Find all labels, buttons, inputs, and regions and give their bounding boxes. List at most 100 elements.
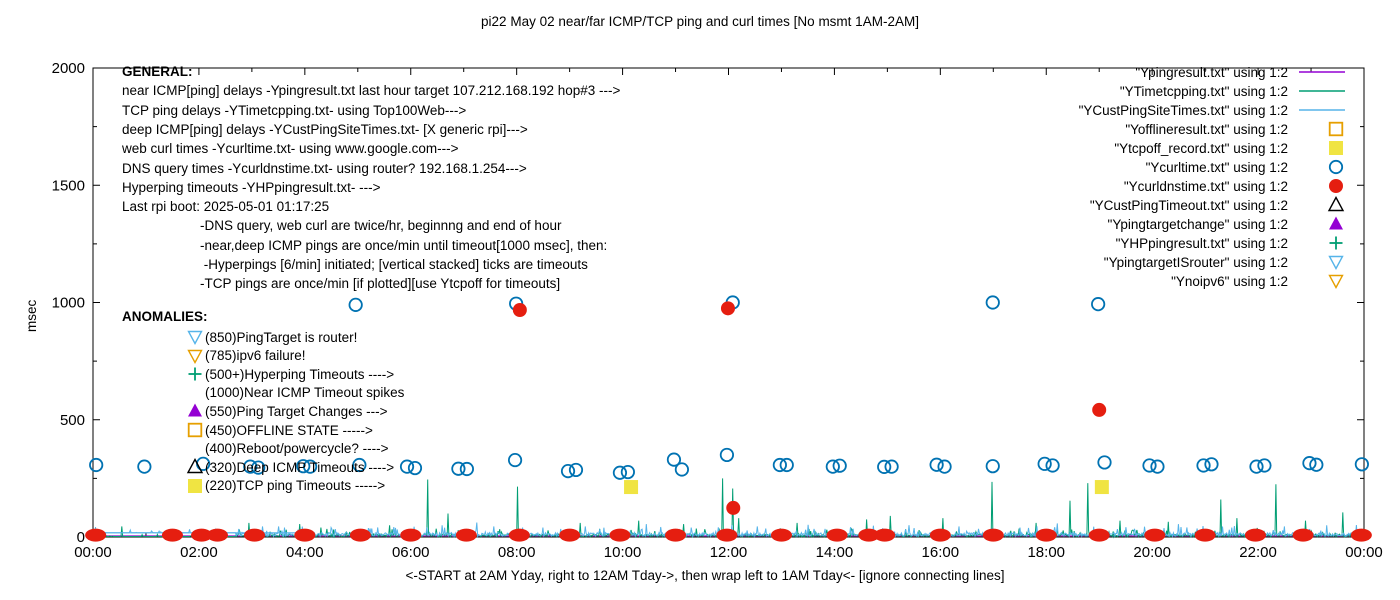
circle-open-marker bbox=[1309, 457, 1324, 472]
circle-open-marker bbox=[303, 459, 318, 474]
square-filled-icon bbox=[188, 478, 202, 493]
square-open-icon bbox=[187, 422, 203, 438]
dns-baseline-cluster bbox=[609, 528, 631, 542]
circle-open-marker bbox=[348, 297, 363, 312]
anomaly-text: (450)OFFLINE STATE -----> bbox=[205, 422, 373, 438]
circle-open-marker bbox=[1196, 458, 1211, 473]
anomaly-text: (785)ipv6 failure! bbox=[205, 348, 306, 364]
square-filled-marker bbox=[1329, 141, 1343, 155]
general-line: web curl times -Ycurltime.txt- using www… bbox=[122, 141, 459, 157]
anomaly-row: (1000)Near ICMP Timeout spikes bbox=[186, 384, 404, 402]
x-axis-label: <-START at 2AM Yday, right to 12AM Tday-… bbox=[405, 568, 1005, 583]
circle-open-marker bbox=[929, 457, 944, 472]
legend-row: "YHPpingresult.txt" using 1:2 bbox=[1116, 234, 1356, 252]
dns-baseline-cluster bbox=[85, 528, 107, 542]
anomaly-row: (785)ipv6 failure! bbox=[186, 347, 306, 365]
legend-label: "YHPpingresult.txt" using 1:2 bbox=[1115, 235, 1288, 251]
x-tick-label: 18:00 bbox=[1027, 544, 1065, 561]
circle-open-marker bbox=[877, 459, 892, 474]
legend-row: "Ycurltime.txt" using 1:2 bbox=[1146, 158, 1356, 176]
general-line: -DNS query, web curl are twice/hr, begin… bbox=[200, 218, 562, 234]
legend-label: "Ycurldnstime.txt" using 1:2 bbox=[1123, 178, 1288, 194]
legend-label: "Yofflineresult.txt" using 1:2 bbox=[1125, 121, 1288, 137]
circle-filled-marker bbox=[512, 303, 527, 318]
legend-row: "YTimetcpping.txt" using 1:2 bbox=[1120, 82, 1356, 100]
dns-baseline-cluster bbox=[982, 528, 1004, 542]
tri-down-open-marker bbox=[1328, 255, 1344, 270]
y-tick-label: 500 bbox=[60, 412, 85, 429]
dns-baseline-cluster bbox=[206, 528, 228, 542]
general-line: -near,deep ICMP pings are once/min until… bbox=[200, 237, 608, 253]
dns-baseline-cluster bbox=[455, 528, 477, 542]
legend-row: "YCustPingSiteTimes.txt" using 1:2 bbox=[1079, 101, 1356, 119]
circle-open-marker bbox=[568, 462, 584, 478]
dns-baseline-cluster bbox=[1350, 528, 1372, 542]
dns-baseline-cluster bbox=[1088, 528, 1110, 542]
legend-label: "Ynoipv6" using 1:2 bbox=[1171, 273, 1288, 289]
anomaly-row: (220)TCP ping Timeouts -----> bbox=[186, 477, 385, 495]
tri-down-open-icon bbox=[187, 349, 203, 364]
legend-sample-tri-up-filled bbox=[1329, 216, 1343, 230]
circle-open-marker bbox=[1045, 458, 1060, 473]
circle-open-marker bbox=[1257, 458, 1272, 473]
series-points bbox=[85, 301, 1372, 542]
x-tick-label: 16:00 bbox=[922, 544, 960, 561]
circle-open-marker bbox=[1302, 456, 1317, 471]
general-line: Last rpi boot: 2025-05-01 01:17:25 bbox=[122, 199, 330, 215]
circle-filled-marker bbox=[1329, 179, 1343, 193]
anomaly-row: (500+)Hyperping Timeouts ----> bbox=[186, 365, 394, 383]
general-line: TCP ping delays -YTimetcpping.txt- using… bbox=[122, 102, 467, 118]
legend-label: "Ypingresult.txt" using 1:2 bbox=[1135, 64, 1288, 80]
circle-open-marker bbox=[620, 464, 635, 480]
dns-baseline-cluster bbox=[874, 528, 896, 542]
circle-open-marker bbox=[985, 295, 1000, 310]
legend-sample-circle-open bbox=[1328, 159, 1344, 175]
legend-sample-tri-down-open bbox=[1328, 255, 1344, 270]
circle-open-marker bbox=[1091, 297, 1106, 312]
legend-row: "Yofflineresult.txt" using 1:2 bbox=[1125, 120, 1356, 138]
x-tick-label: 10:00 bbox=[604, 544, 642, 561]
anomaly-row: (450)OFFLINE STATE -----> bbox=[186, 421, 373, 439]
dns-baseline-cluster bbox=[1194, 528, 1216, 542]
dns-baseline-cluster bbox=[294, 528, 316, 542]
circle-open-marker bbox=[666, 452, 682, 467]
circle-open-marker bbox=[459, 461, 474, 477]
dns-baseline-cluster bbox=[191, 528, 213, 542]
x-tick-label: 04:00 bbox=[286, 544, 324, 561]
dns-baseline-cluster bbox=[508, 528, 530, 542]
circle-open-marker bbox=[1249, 459, 1264, 474]
y-tick-label: 1000 bbox=[52, 295, 85, 312]
general-line: deep ICMP[ping] delays -YCustPingSiteTim… bbox=[122, 121, 528, 137]
tri-up-open-icon bbox=[186, 458, 204, 474]
circle-open-marker bbox=[560, 464, 576, 479]
legend-label: "Ytcpoff_record.txt" using 1:2 bbox=[1114, 140, 1288, 156]
square-filled-marker bbox=[188, 478, 202, 493]
dns-baseline-cluster bbox=[1244, 528, 1266, 542]
square-filled-marker bbox=[624, 480, 639, 495]
tri-down-open-marker bbox=[1328, 274, 1344, 289]
legend-sample-line bbox=[1299, 90, 1345, 92]
circle-open-marker bbox=[243, 459, 258, 474]
dns-baseline-cluster bbox=[400, 528, 422, 542]
anomaly-text: (320)Deep ICMP Timeouts ----> bbox=[205, 459, 395, 475]
circle-open-marker bbox=[772, 457, 787, 473]
circle-open-marker bbox=[1354, 457, 1369, 472]
legend-sample-square-filled bbox=[1329, 141, 1343, 155]
circle-open-marker bbox=[985, 459, 1000, 474]
tri-up-filled-marker bbox=[1329, 216, 1343, 230]
legend-row: "Ypingtargetchange" using 1:2 bbox=[1108, 215, 1356, 233]
circle-open-marker bbox=[137, 459, 152, 474]
x-tick-label: 22:00 bbox=[1239, 544, 1277, 561]
tri-up-open-marker bbox=[1327, 196, 1345, 212]
legend-sample-plus bbox=[1329, 236, 1343, 250]
dns-baseline-cluster bbox=[826, 528, 848, 542]
anomalies-heading: ANOMALIES: bbox=[122, 309, 208, 324]
legend-row: "Ycurldnstime.txt" using 1:2 bbox=[1124, 177, 1356, 195]
x-tick-label: 14:00 bbox=[816, 544, 854, 561]
y-tick-label: 2000 bbox=[52, 60, 85, 77]
circle-open-marker bbox=[825, 459, 840, 474]
circle-filled-marker bbox=[726, 500, 741, 515]
x-tick-label: 00:00 bbox=[1345, 544, 1383, 561]
dns-baseline-cluster bbox=[929, 528, 951, 542]
series-points bbox=[624, 480, 1109, 495]
